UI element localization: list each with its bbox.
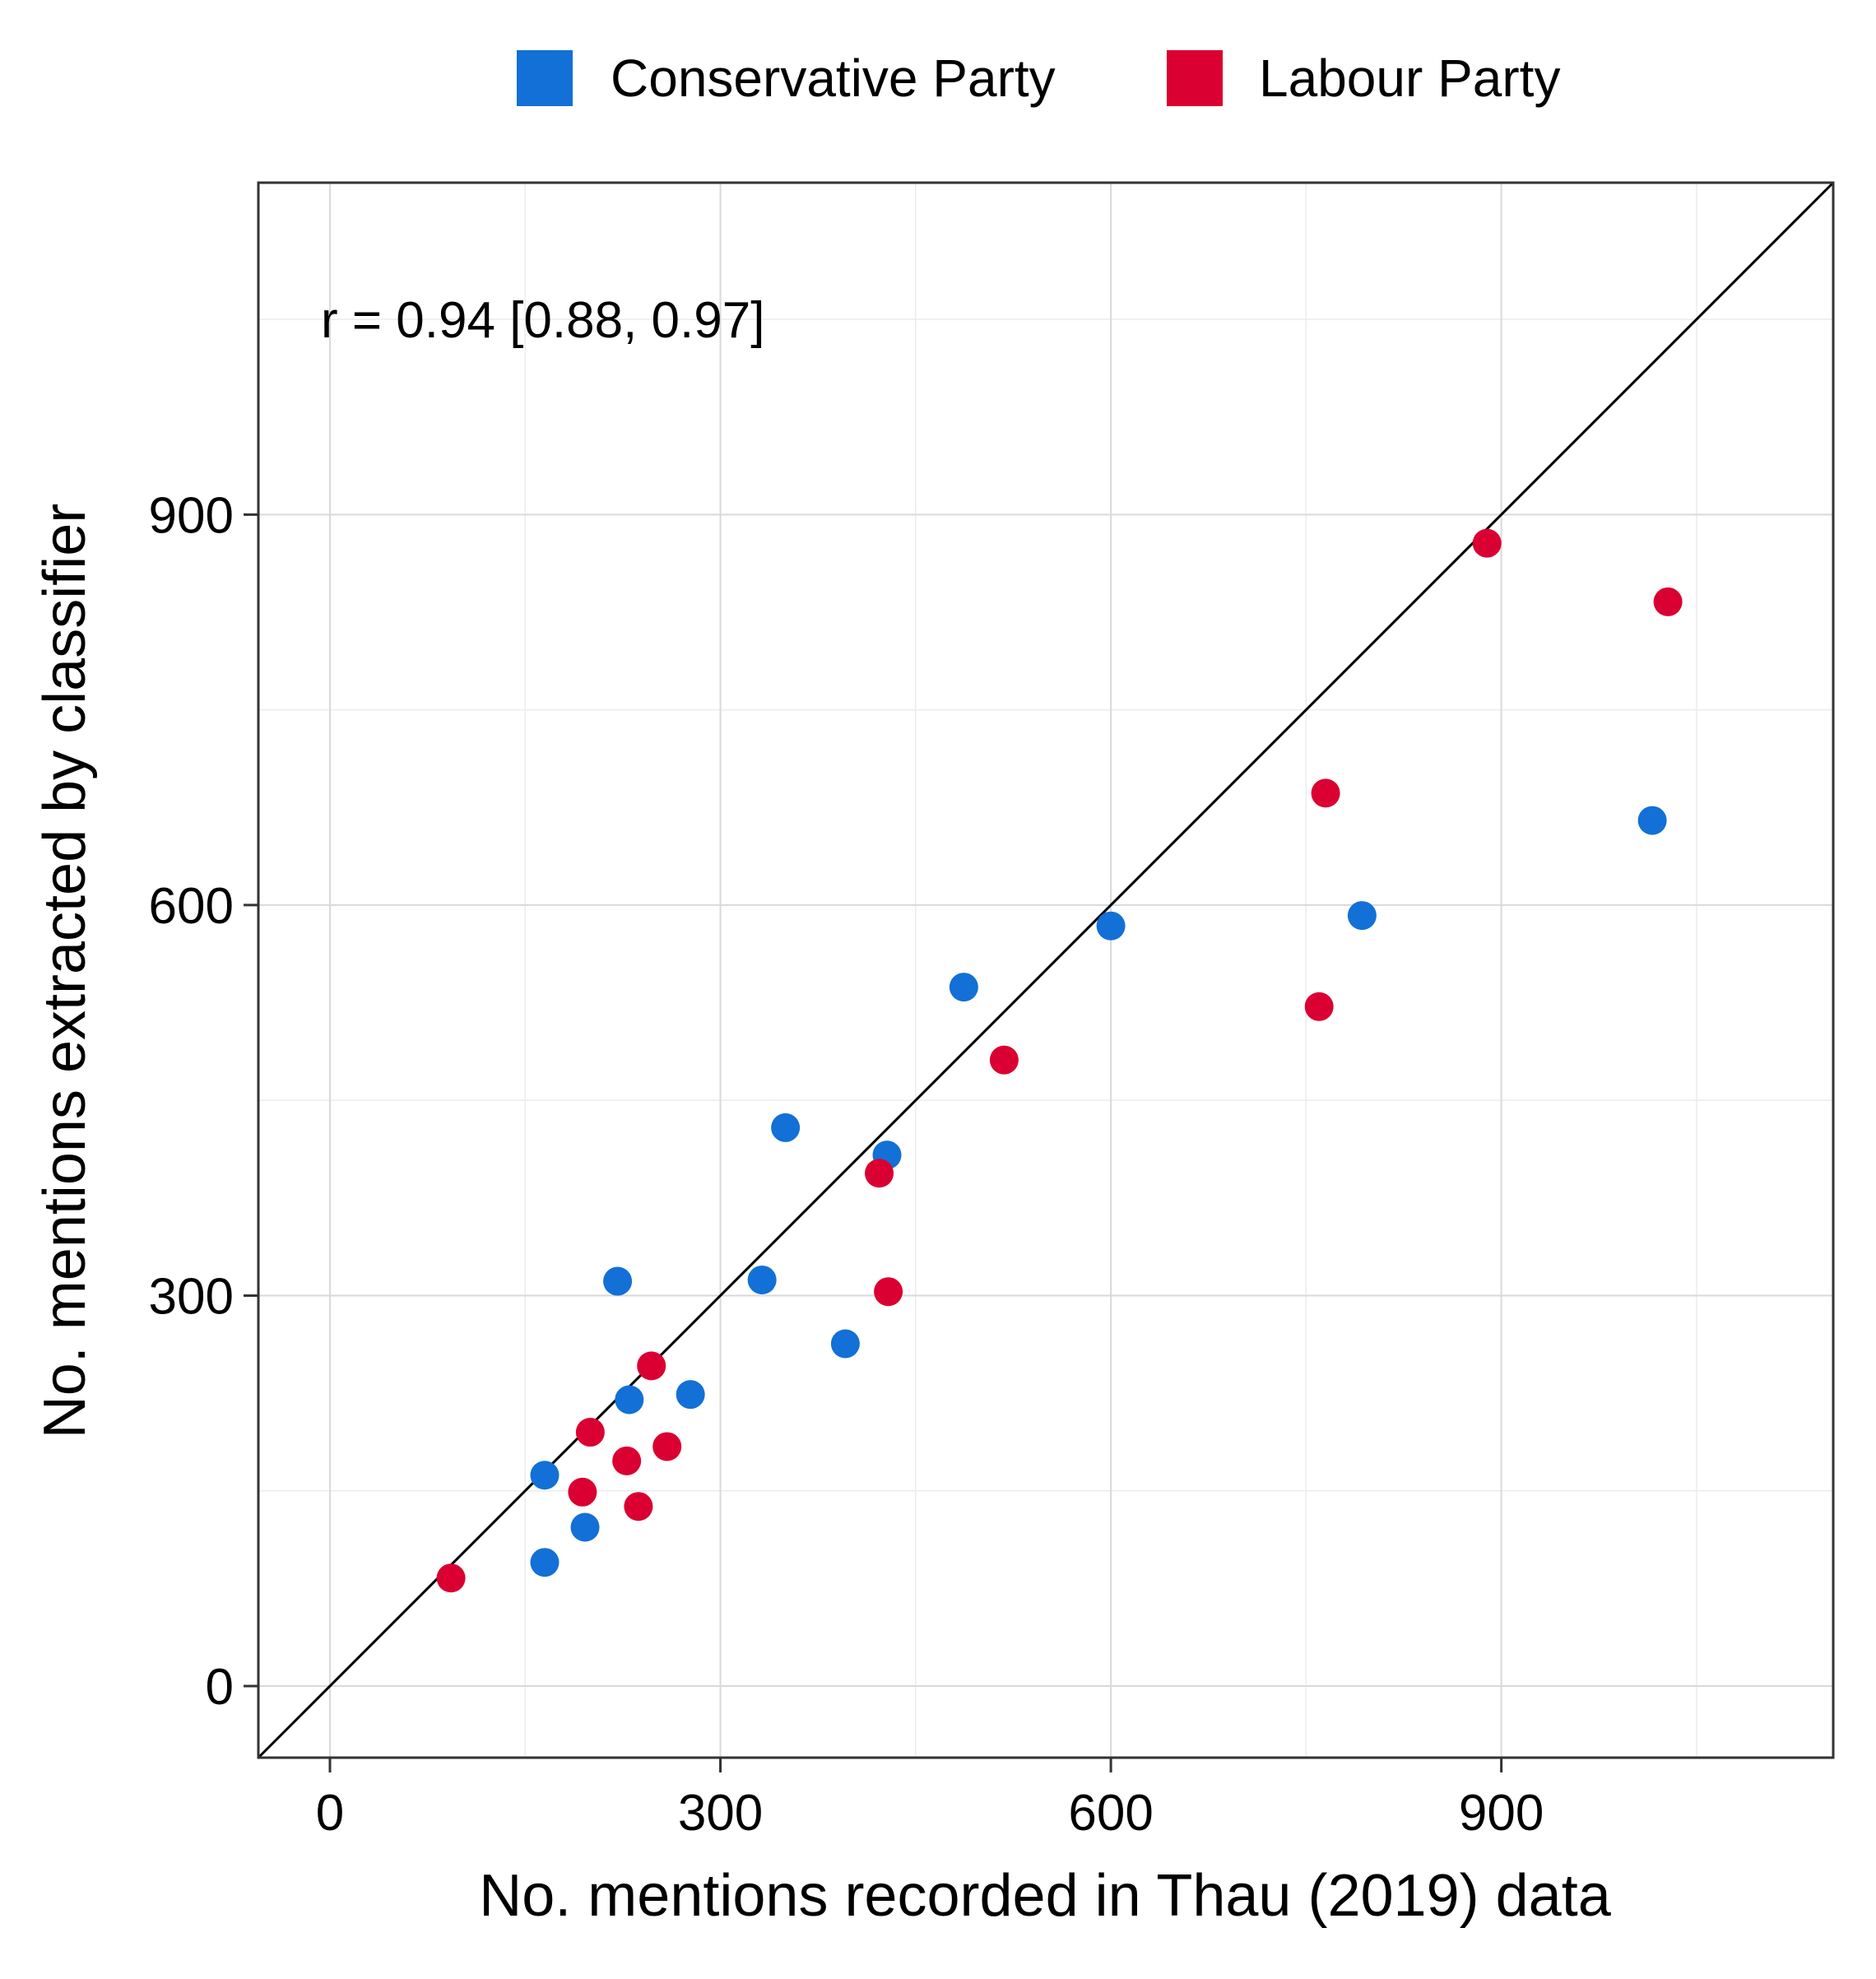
data-point-conservative-party xyxy=(570,1512,600,1542)
x-axis-title: No. mentions recorded in Thau (2019) dat… xyxy=(479,1863,1611,1929)
data-point-conservative-party xyxy=(615,1385,644,1415)
axis-ticks: 0 300 600 900 0 300 600 900 xyxy=(149,487,1544,1842)
correlation-annotation: r = 0.94 [0.88, 0.97] xyxy=(321,292,764,349)
data-point-labour-party xyxy=(865,1159,894,1188)
x-tick-label: 600 xyxy=(1068,1785,1153,1842)
grid-lines xyxy=(258,183,1833,1758)
data-point-conservative-party xyxy=(603,1266,633,1296)
data-point-conservative-party xyxy=(1637,806,1667,835)
data-point-conservative-party xyxy=(747,1265,777,1294)
legend-key-labour-party xyxy=(1167,50,1223,106)
data-point-conservative-party xyxy=(949,973,978,1002)
data-points xyxy=(436,528,1683,1593)
data-point-labour-party xyxy=(637,1351,666,1381)
legend: Conservative Party Labour Party xyxy=(517,49,1560,108)
data-point-labour-party xyxy=(624,1492,653,1521)
data-point-conservative-party xyxy=(1096,911,1126,941)
data-point-labour-party xyxy=(575,1418,605,1447)
data-point-conservative-party xyxy=(1347,901,1377,931)
data-point-labour-party xyxy=(1304,992,1334,1021)
data-point-conservative-party xyxy=(676,1380,705,1410)
x-tick-label: 0 xyxy=(316,1785,344,1842)
x-tick-label: 300 xyxy=(678,1785,763,1842)
data-point-labour-party xyxy=(612,1446,642,1475)
data-point-labour-party xyxy=(874,1277,903,1307)
y-axis-title: No. mentions extracted by classifier xyxy=(32,504,98,1438)
data-point-conservative-party xyxy=(771,1113,801,1142)
data-point-labour-party xyxy=(1653,587,1683,616)
data-point-labour-party xyxy=(1472,528,1502,558)
identity-line-segment xyxy=(257,181,1835,1759)
legend-label-conservative-party: Conservative Party xyxy=(611,49,1056,108)
data-point-conservative-party xyxy=(530,1461,560,1490)
data-point-conservative-party xyxy=(830,1329,860,1359)
plot-panel-border xyxy=(257,181,1835,1759)
legend-key-conservative-party xyxy=(517,50,573,106)
data-point-labour-party xyxy=(1311,778,1340,808)
legend-label-labour-party: Labour Party xyxy=(1259,49,1560,108)
data-point-labour-party xyxy=(568,1477,597,1507)
data-point-labour-party xyxy=(989,1045,1019,1075)
data-point-labour-party xyxy=(652,1432,682,1461)
y-tick-label: 300 xyxy=(149,1268,234,1325)
y-tick-label: 600 xyxy=(149,878,234,935)
y-tick-label: 900 xyxy=(149,487,234,544)
data-point-conservative-party xyxy=(530,1548,560,1577)
y-tick-label: 0 xyxy=(206,1659,234,1716)
data-point-labour-party xyxy=(436,1563,466,1593)
x-tick-label: 900 xyxy=(1459,1785,1544,1842)
identity-line xyxy=(257,181,1835,1759)
